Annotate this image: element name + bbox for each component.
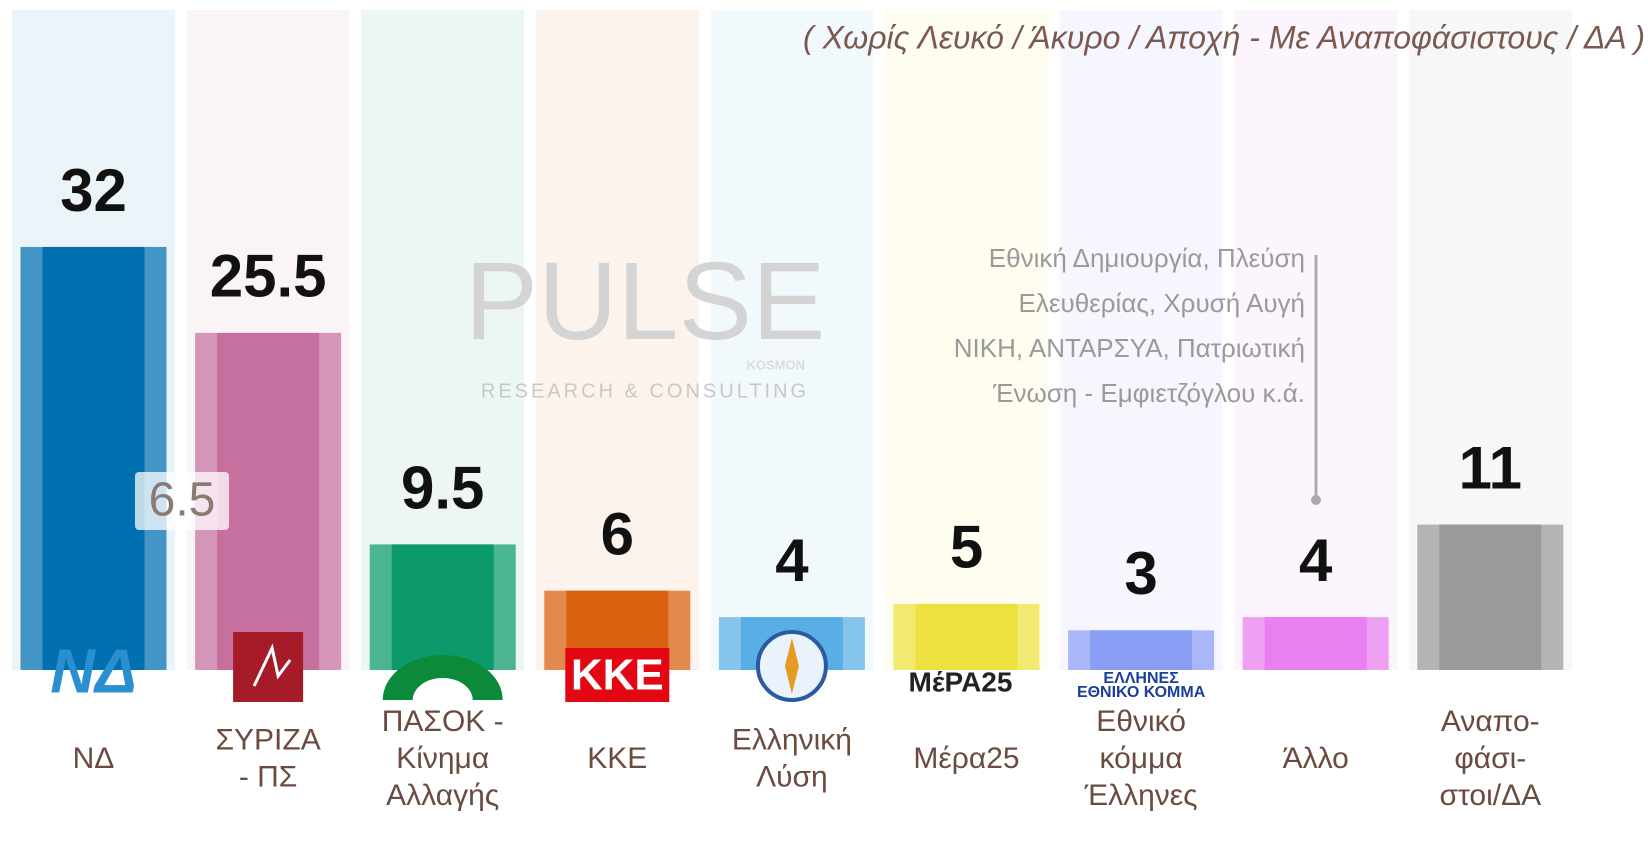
category-label: Αναπο-φάσι-στοι/ΔΑ [1439,705,1541,812]
gap-label: 6.5 [149,474,216,527]
note-line: Εθνική Δημιουργία, Πλεύση [989,243,1305,273]
logo-text: ΕΛΛΗΝΕΣ ΕΘΝΙΚΟ ΚΟΜΜΑ [1077,670,1206,701]
column-background [710,10,874,670]
bar-core [1264,617,1367,670]
category-label: ΚΚΕ [587,742,647,775]
watermark-tag: KOSMON [747,357,806,372]
value-label: 4 [1299,527,1333,594]
category-label: Μέρα25 [913,742,1019,775]
note-dot [1311,495,1321,505]
bar-core [391,544,494,670]
category-label: ΠΑΣΟΚ -Κίνημα Αλλαγής [382,705,504,812]
category-label: Ελληνική Λύση [732,723,852,793]
column-background [1059,10,1223,670]
column-background [885,10,1048,670]
gap-box [135,472,229,530]
category-label: ΣΥΡΙΖΑ - ΠΣ [215,723,320,793]
bar-core [1090,630,1193,670]
subtitle: ( Χωρίς Λευκό / Άκυρο / Αποχή - Με Αναπο… [803,19,1645,55]
bar-core [217,332,320,670]
logo [233,632,304,702]
category-label: Εθνικό κόμμα Έλληνες [1084,705,1198,812]
logo-sun [412,678,473,700]
bar-core [42,246,145,670]
category-label: Άλλο [1283,742,1349,775]
watermark: PULSE [465,240,826,363]
logo-text: ΝΔ [50,637,136,706]
note-line: Ελευθερίας, Χρυσή Αυγή [1019,288,1305,318]
value-label: 25.5 [210,243,327,310]
logo-text: ΜέΡΑ25 [909,666,1013,697]
logo-compass [784,638,799,694]
column-backgrounds [12,10,1572,670]
column-background [535,10,699,670]
logo [565,648,670,702]
logo-text: ΚΚΕ [571,651,664,700]
bar-core [915,603,1018,670]
logo [382,655,503,700]
logo-star [252,643,292,687]
value-label: 6 [601,501,634,568]
note-line: Ένωση - Εμφιετζόγλου κ.ά. [992,378,1305,408]
watermark-sub: RESEARCH & CONSULTING [481,380,809,402]
value-label: 9.5 [401,454,484,521]
value-label: 4 [775,527,809,594]
bar-core [1439,524,1542,670]
category-label: ΝΔ [73,742,115,775]
note-line: ΝΙΚΗ, ΑΝΤΑΡΣΥΑ, Πατριωτική [954,333,1305,363]
value-label: 11 [1459,434,1522,501]
value-label: 5 [950,514,983,581]
value-label: 3 [1124,540,1157,607]
value-label: 32 [60,157,127,224]
